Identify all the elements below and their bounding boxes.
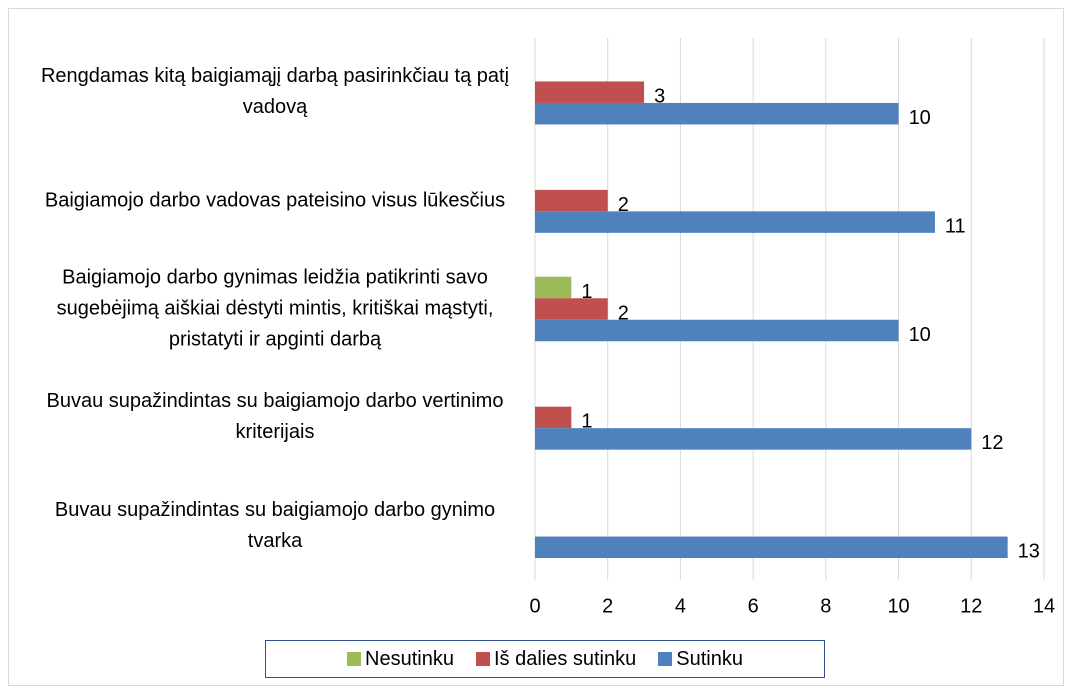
legend-swatch (347, 652, 362, 666)
category-label: Buvau supažindintas su baigiamojo darbo … (46, 390, 504, 444)
legend-swatch (475, 652, 490, 666)
data-label: 3 (654, 85, 665, 107)
x-tick-label: 10 (887, 595, 909, 617)
bar (535, 406, 572, 429)
x-tick-label: 8 (820, 595, 831, 617)
data-label: 10 (909, 107, 931, 129)
data-label: 12 (981, 432, 1003, 454)
category-label: Baigiamojo darbo gynimas leidžia patikri… (56, 266, 494, 351)
x-tick-label: 14 (1033, 595, 1055, 617)
category-label: Rengdamas kitą baigiamąjį darbą pasirink… (40, 65, 510, 119)
data-label: 2 (618, 194, 629, 216)
x-tick-label: 0 (529, 595, 540, 617)
legend-swatch (658, 652, 673, 666)
legend: Nesutinku Iš dalies sutinku Sutinku (265, 640, 825, 678)
legend-label: Sutinku (676, 647, 743, 670)
data-label: 10 (909, 324, 931, 346)
bar (535, 536, 1008, 559)
legend-item: Iš dalies sutinku (475, 647, 637, 671)
chart-border (8, 8, 1064, 686)
x-tick-label: 12 (960, 595, 982, 617)
data-label: 2 (618, 302, 629, 324)
x-tick-label: 6 (748, 595, 759, 617)
data-label: 11 (945, 215, 966, 237)
legend-item: Sutinku (658, 648, 743, 671)
bar (535, 428, 972, 450)
data-label: 1 (581, 411, 592, 433)
bar (535, 211, 935, 233)
legend-label: Nesutinku (365, 647, 454, 670)
legend-label: Iš dalies sutinku (493, 647, 637, 670)
legend-item: Nesutinku (347, 648, 454, 671)
bar (535, 319, 899, 342)
data-label: 13 (1018, 541, 1040, 563)
bar (535, 189, 608, 212)
bar (535, 81, 645, 103)
x-tick-label: 2 (602, 595, 613, 617)
bar (535, 276, 572, 299)
bar (535, 102, 899, 125)
category-label: Baigiamojo darbo vadovas pateisino visus… (44, 189, 506, 212)
bar (535, 298, 608, 320)
data-label: 1 (581, 281, 592, 303)
category-label: Buvau supažindintas su baigiamojo darbo … (54, 498, 496, 552)
x-tick-label: 4 (675, 595, 686, 617)
